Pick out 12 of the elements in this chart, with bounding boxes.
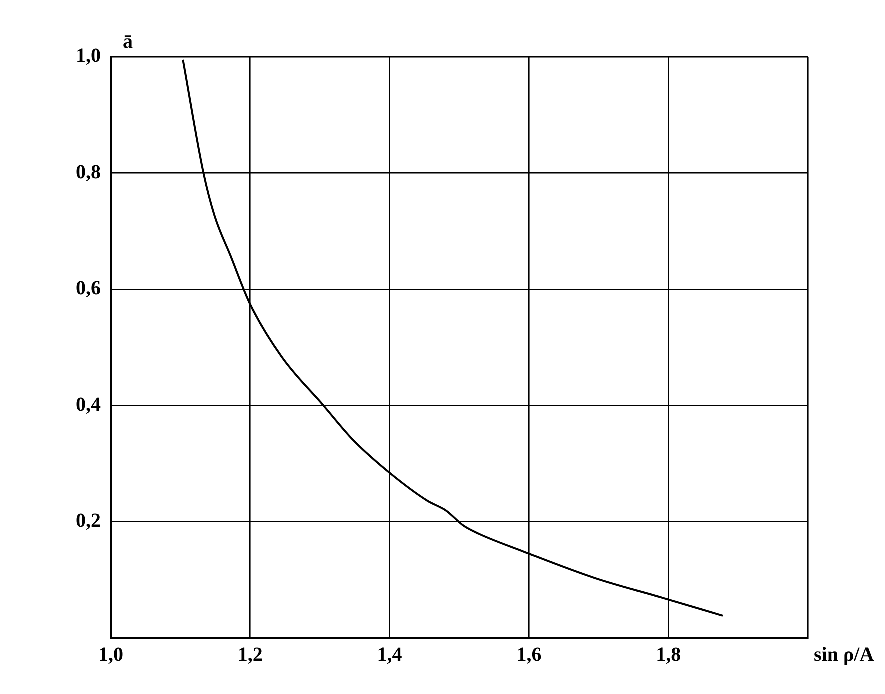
- x-tick-label: 1,8: [656, 644, 682, 666]
- x-tick-label: 1,6: [516, 644, 542, 666]
- y-tick-label: 0,2: [76, 510, 101, 532]
- x-axis-title: sin ρ/A: [814, 644, 875, 666]
- y-tick-label: 0,4: [76, 394, 101, 416]
- y-axis-title: ā: [123, 31, 133, 54]
- y-tick-label: 0,8: [76, 161, 101, 184]
- x-tick-label: 1,2: [238, 644, 263, 666]
- y-tick-label: 0,6: [76, 278, 101, 300]
- x-tick-label: 1,4: [377, 644, 402, 666]
- y-tick-label: 1,0: [76, 45, 101, 68]
- x-tick-label: 1,0: [98, 644, 124, 666]
